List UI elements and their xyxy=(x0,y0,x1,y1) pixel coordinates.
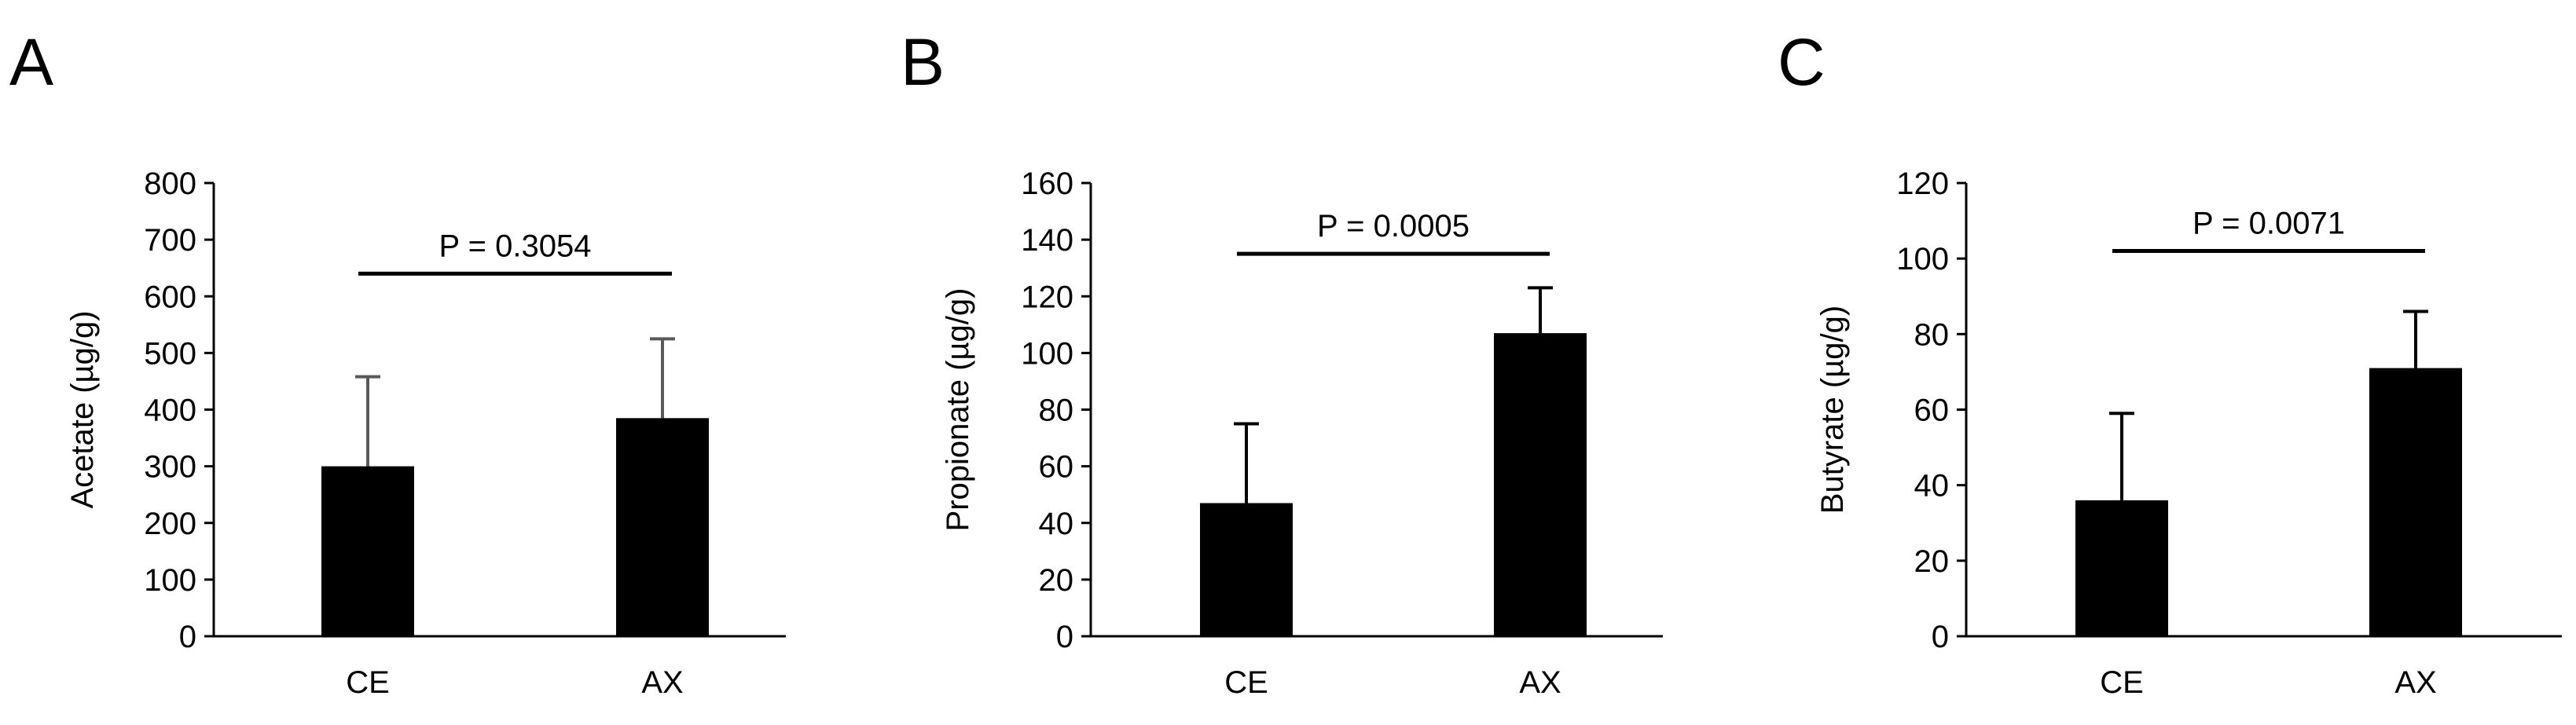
p-value-label: P = 0.0005 xyxy=(1317,209,1470,243)
x-category-label: AX xyxy=(1519,665,1561,700)
bar-ce xyxy=(2075,500,2168,636)
bar-ax xyxy=(2369,368,2462,636)
y-tick-label: 40 xyxy=(1914,469,1950,503)
y-tick-label: 60 xyxy=(1039,450,1074,485)
y-tick-label: 40 xyxy=(1039,507,1074,541)
panel-letter: C xyxy=(1778,25,1826,99)
y-tick-label: 0 xyxy=(1056,620,1073,654)
y-axis-title: Butyrate (µg/g) xyxy=(1815,306,1850,514)
bar-ce xyxy=(321,466,414,636)
y-tick-label: 20 xyxy=(1039,563,1074,598)
p-value-label: P = 0.0071 xyxy=(2193,207,2345,241)
y-tick-label: 800 xyxy=(144,167,196,201)
y-tick-label: 20 xyxy=(1914,544,1950,579)
y-axis-title: Propionate (µg/g) xyxy=(941,288,975,532)
x-category-label: CE xyxy=(1224,665,1268,700)
y-tick-label: 200 xyxy=(144,507,196,541)
y-axis-title: Acetate (µg/g) xyxy=(65,310,100,508)
y-tick-label: 100 xyxy=(1896,242,1949,276)
p-value-label: P = 0.3054 xyxy=(439,229,592,263)
x-category-label: CE xyxy=(346,665,390,700)
y-tick-label: 100 xyxy=(1021,336,1073,371)
bar-ax xyxy=(616,418,709,636)
x-category-label: AX xyxy=(641,665,683,700)
y-tick-label: 80 xyxy=(1039,394,1074,428)
y-tick-label: 80 xyxy=(1914,317,1950,352)
y-tick-label: 500 xyxy=(144,336,196,371)
x-category-label: AX xyxy=(2394,665,2436,700)
x-category-label: CE xyxy=(2100,665,2144,700)
y-tick-label: 120 xyxy=(1896,167,1949,201)
bar-ax xyxy=(1494,333,1587,636)
y-tick-label: 700 xyxy=(144,223,196,258)
y-tick-label: 60 xyxy=(1914,394,1950,428)
panel-a: A Acetate (µg/g) 0 100 200 300 400 500 600 700 800… xyxy=(9,25,786,700)
y-tick-label: 400 xyxy=(144,394,196,428)
y-tick-label: 100 xyxy=(144,563,196,598)
y-tick-label: 0 xyxy=(179,620,196,654)
panel-c: C Butyrate (µg/g) 0 20 40 60 80 100 120 CE AX P = 0… xyxy=(1778,25,2562,700)
panel-letter: A xyxy=(9,25,53,99)
y-tick-label: 120 xyxy=(1021,280,1073,314)
y-tick-label: 600 xyxy=(144,280,196,314)
panel-b: B Propionate (µg/g) 0 20 40 60 80 100 120 140 160 C… xyxy=(901,25,1663,700)
y-tick-label: 140 xyxy=(1021,223,1073,258)
y-tick-label: 0 xyxy=(1932,620,1949,654)
panel-letter: B xyxy=(901,25,945,99)
y-tick-label: 160 xyxy=(1021,167,1073,201)
y-tick-label: 300 xyxy=(144,450,196,485)
bar-ce xyxy=(1200,503,1293,636)
